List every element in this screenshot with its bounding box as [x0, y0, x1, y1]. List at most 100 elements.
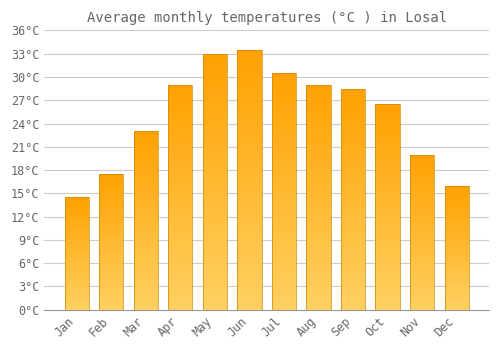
Bar [203, 228, 227, 233]
Bar [306, 211, 330, 215]
Bar [272, 173, 296, 177]
Bar [376, 117, 400, 121]
Bar [444, 280, 468, 282]
Bar [272, 106, 296, 111]
Bar [341, 150, 365, 155]
Bar [306, 215, 330, 220]
Bar [134, 214, 158, 217]
Bar [444, 297, 468, 300]
Bar [99, 242, 124, 245]
Bar [444, 295, 468, 297]
Bar [99, 228, 124, 231]
Bar [203, 192, 227, 197]
Bar [272, 92, 296, 97]
Bar [203, 125, 227, 131]
Bar [238, 133, 262, 138]
Bar [272, 295, 296, 300]
Title: Average monthly temperatures (°C ) in Losal: Average monthly temperatures (°C ) in Lo… [86, 11, 446, 25]
Bar [444, 270, 468, 273]
Bar [168, 242, 192, 247]
Bar [306, 296, 330, 301]
Bar [272, 154, 296, 158]
Bar [238, 159, 262, 164]
Bar [238, 211, 262, 216]
Bar [168, 103, 192, 107]
Bar [410, 192, 434, 195]
Bar [168, 94, 192, 98]
Bar [272, 281, 296, 286]
Bar [64, 253, 89, 256]
Bar [203, 269, 227, 274]
Bar [306, 121, 330, 125]
Bar [444, 262, 468, 265]
Bar [134, 231, 158, 235]
Bar [410, 204, 434, 207]
Bar [306, 89, 330, 94]
Bar [134, 249, 158, 253]
Bar [64, 213, 89, 215]
Bar [410, 198, 434, 201]
Bar [99, 236, 124, 239]
Bar [341, 279, 365, 283]
Bar [203, 304, 227, 310]
Bar [306, 220, 330, 224]
Bar [238, 76, 262, 81]
Bar [306, 188, 330, 193]
Bar [444, 186, 468, 310]
Bar [134, 242, 158, 245]
Bar [272, 300, 296, 305]
Bar [64, 197, 89, 310]
Bar [168, 134, 192, 139]
Bar [444, 243, 468, 245]
Bar [376, 170, 400, 174]
Bar [203, 279, 227, 284]
Bar [376, 121, 400, 125]
Bar [376, 166, 400, 170]
Bar [376, 199, 400, 203]
Bar [376, 244, 400, 248]
Bar [238, 86, 262, 91]
Bar [272, 258, 296, 262]
Bar [99, 256, 124, 258]
Bar [238, 242, 262, 247]
Bar [376, 145, 400, 149]
Bar [64, 276, 89, 278]
Bar [134, 185, 158, 188]
Bar [168, 139, 192, 143]
Bar [341, 155, 365, 159]
Bar [203, 182, 227, 187]
Bar [99, 204, 124, 206]
Bar [410, 241, 434, 245]
Bar [376, 174, 400, 178]
Bar [341, 261, 365, 266]
Bar [306, 157, 330, 161]
Bar [64, 209, 89, 211]
Bar [168, 170, 192, 175]
Bar [64, 245, 89, 247]
Bar [134, 174, 158, 178]
Bar [168, 89, 192, 94]
Bar [64, 238, 89, 240]
Bar [64, 256, 89, 258]
Bar [203, 207, 227, 212]
Bar [134, 235, 158, 238]
Bar [341, 288, 365, 292]
Bar [134, 170, 158, 174]
Bar [99, 285, 124, 288]
Bar [203, 156, 227, 161]
Bar [134, 220, 158, 224]
Bar [238, 102, 262, 107]
Bar [64, 296, 89, 299]
Bar [444, 285, 468, 287]
Bar [238, 263, 262, 268]
Bar [64, 305, 89, 307]
Bar [376, 301, 400, 306]
Bar [341, 195, 365, 199]
Bar [410, 238, 434, 242]
Bar [306, 161, 330, 166]
Bar [99, 296, 124, 299]
Bar [168, 175, 192, 179]
Bar [99, 201, 124, 204]
Bar [99, 277, 124, 280]
Bar [238, 144, 262, 149]
